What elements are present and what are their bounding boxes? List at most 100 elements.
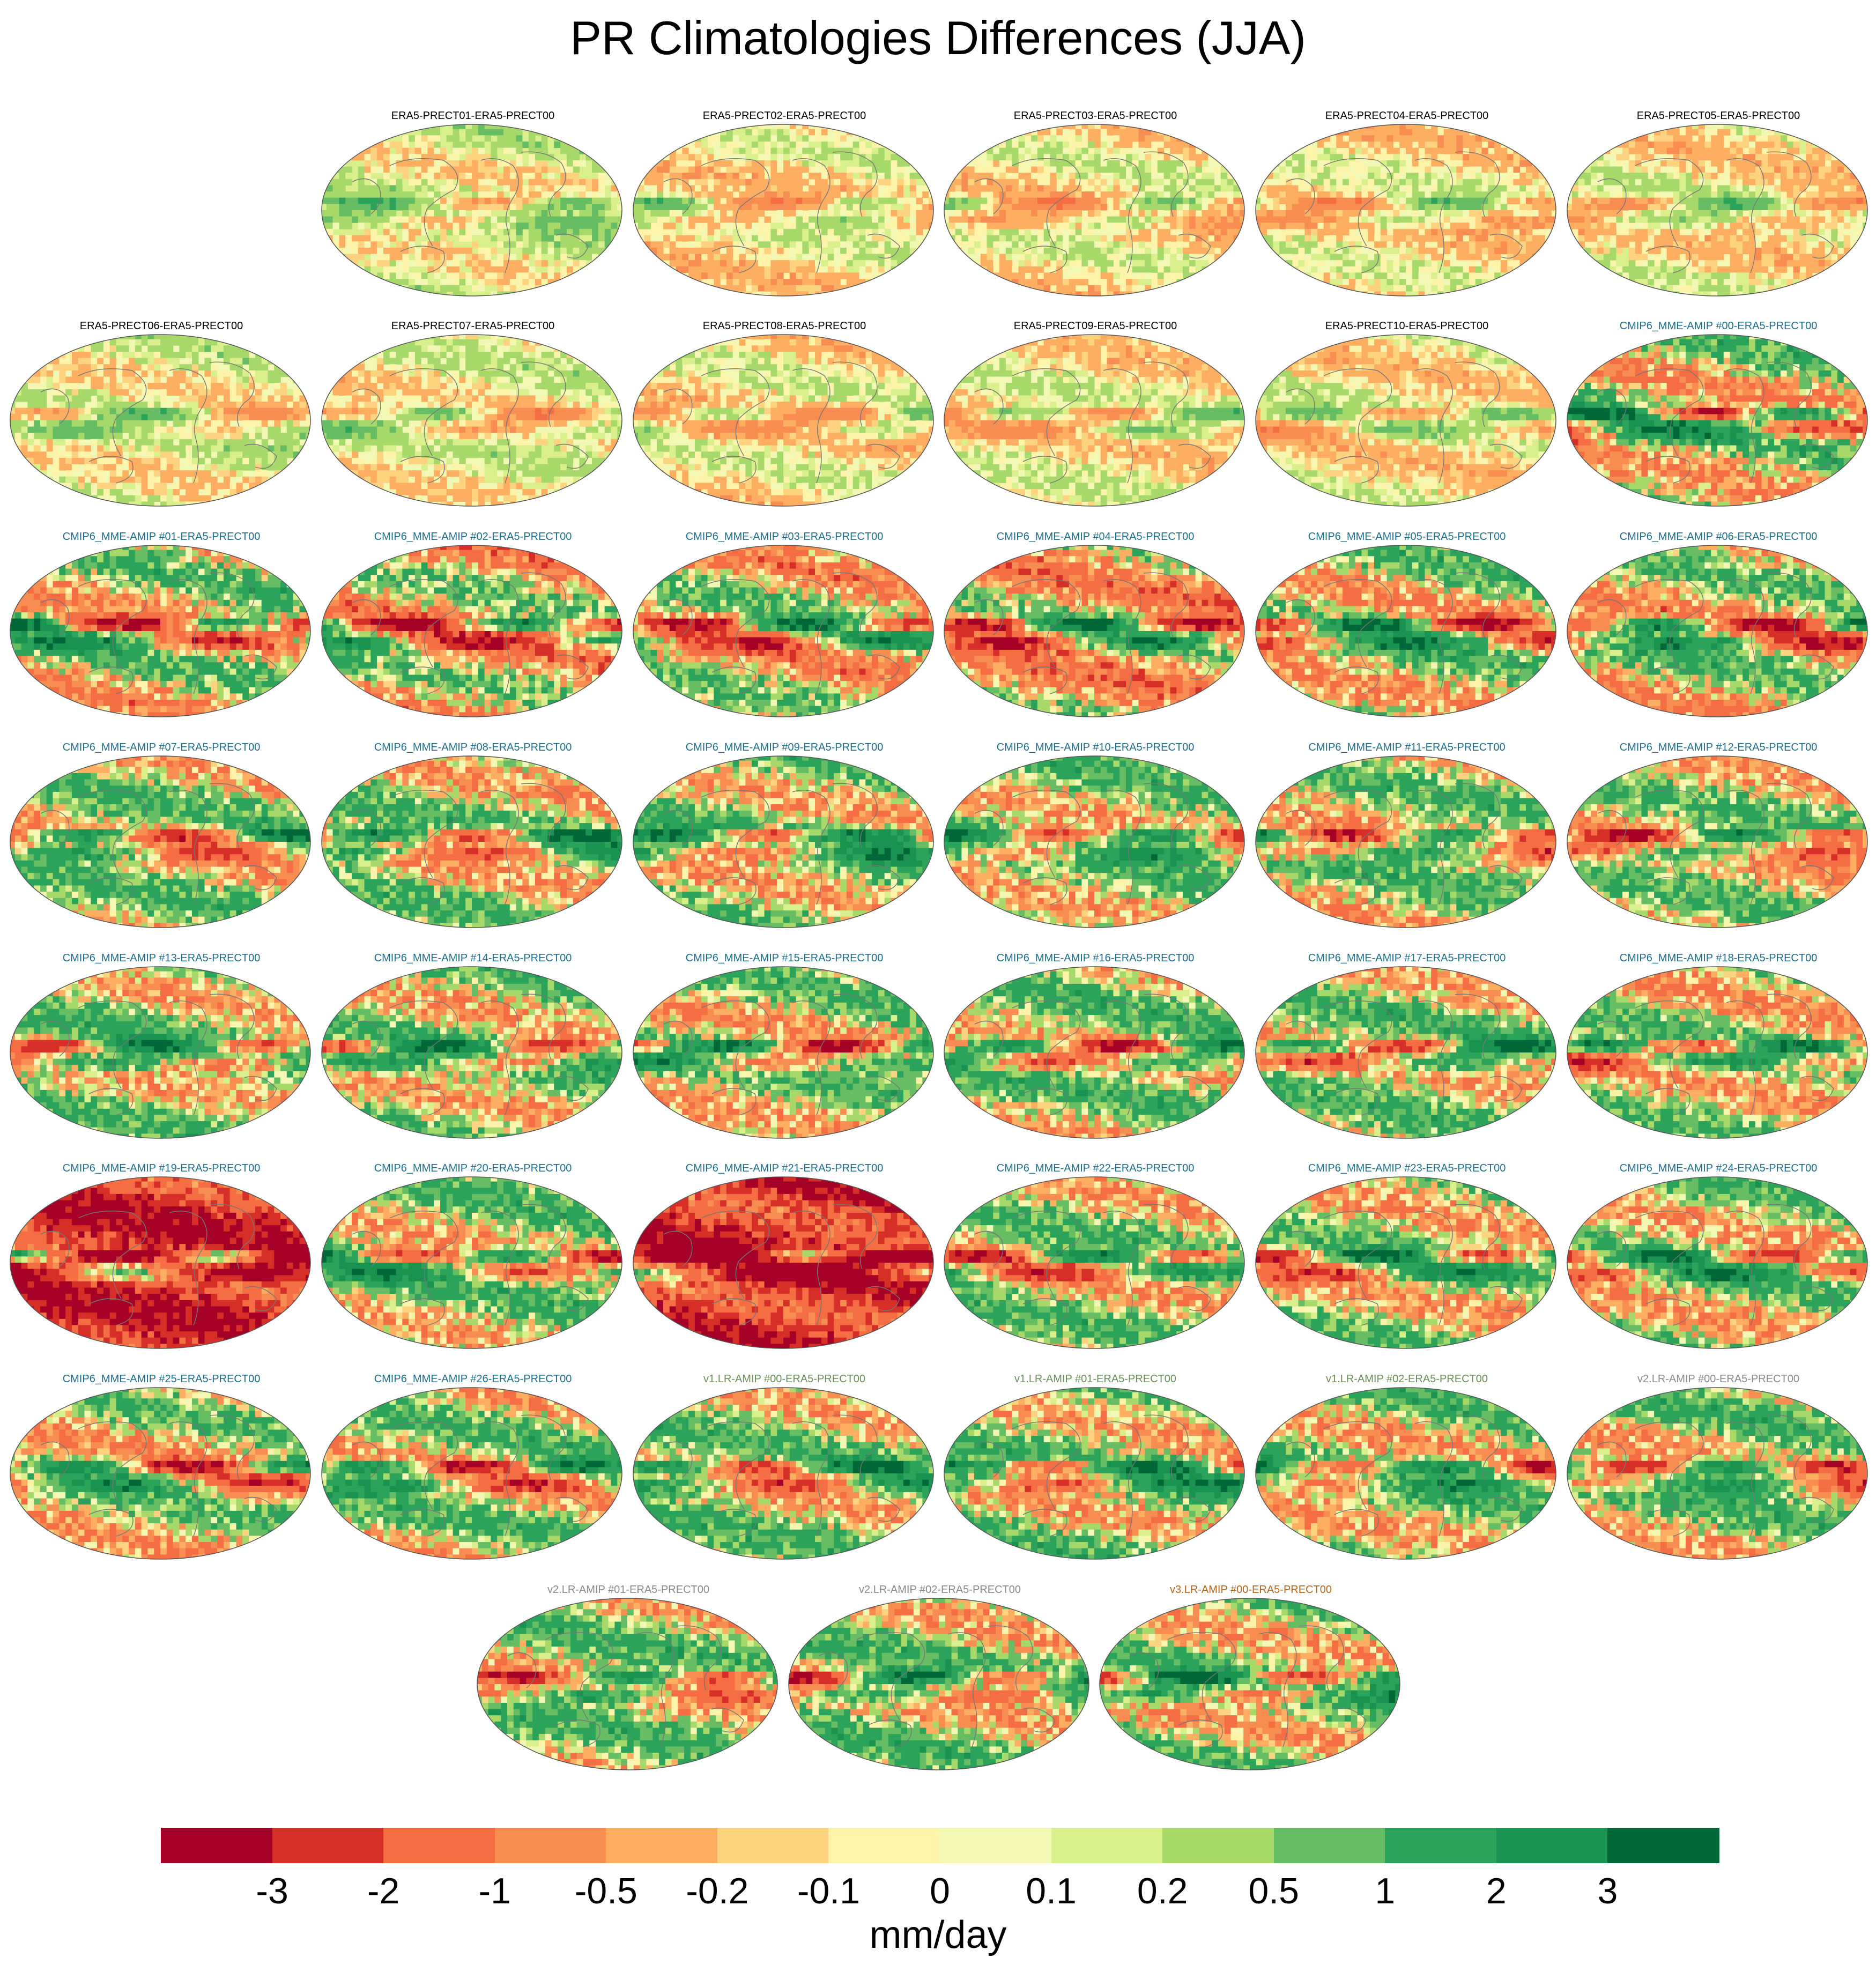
map-cell <box>1348 166 1356 173</box>
map-cell <box>999 210 1006 217</box>
map-cell <box>1094 185 1101 192</box>
map-cell <box>1157 210 1165 217</box>
map-cell <box>1412 247 1419 255</box>
map-cell <box>1437 185 1444 192</box>
map-cell <box>961 154 968 161</box>
map-cell <box>884 241 892 248</box>
map-cell <box>604 129 611 136</box>
map-cell <box>929 235 933 242</box>
map-cell <box>752 197 759 204</box>
map-cell <box>1012 179 1019 186</box>
map-cell <box>383 210 390 217</box>
map-cell <box>783 291 790 296</box>
map-cell <box>980 204 988 211</box>
map-cell <box>1145 228 1152 236</box>
map-cell <box>1298 285 1305 292</box>
map-cell <box>955 160 962 167</box>
map-cell <box>358 260 365 267</box>
map-cell <box>802 279 809 286</box>
map-cell <box>961 173 968 180</box>
map-cell <box>1380 166 1388 173</box>
map-cell <box>414 279 422 286</box>
coastline <box>389 158 458 247</box>
map-cell <box>1368 254 1375 261</box>
map-cell <box>434 210 441 217</box>
map-cell <box>611 173 618 180</box>
map-cell <box>1481 241 1488 248</box>
map-cell <box>1100 191 1108 198</box>
map-cell <box>1157 135 1165 142</box>
map-cell <box>796 285 803 292</box>
map-cell <box>834 166 841 173</box>
map-cell <box>1227 129 1234 136</box>
map-cell <box>1538 228 1545 236</box>
map-cell <box>720 135 727 142</box>
map-cell <box>1100 141 1108 149</box>
map-cell <box>827 235 834 242</box>
map-cell <box>1610 129 1617 136</box>
map-cell <box>1183 216 1190 223</box>
map-cell <box>465 197 472 204</box>
map-cell <box>884 129 892 136</box>
map-cell <box>897 173 904 180</box>
map-cell <box>1469 272 1476 279</box>
map-cell <box>891 160 898 167</box>
map-cell <box>509 247 517 255</box>
map-cell <box>1551 247 1556 255</box>
map-cell <box>573 228 580 236</box>
map-cell <box>1037 235 1044 242</box>
map-panel: ERA5-PRECT05-ERA5-PRECT00 <box>1566 110 1871 303</box>
map-cell <box>1233 291 1240 296</box>
map-cell <box>764 160 771 167</box>
map-cell <box>611 124 618 130</box>
map-cell <box>682 260 689 267</box>
map-cell <box>1132 154 1139 161</box>
map-cell <box>739 173 746 180</box>
map-cell <box>1286 216 1293 223</box>
map-cell <box>878 279 885 286</box>
map-cell <box>1348 266 1356 273</box>
map-cell <box>497 228 504 236</box>
map-cell <box>345 247 352 255</box>
map-cell <box>1545 141 1552 149</box>
map-cell <box>1545 291 1552 296</box>
map-cell <box>1043 129 1051 136</box>
map-cell <box>891 191 898 198</box>
map-cell <box>535 247 542 255</box>
map-cell <box>993 254 1000 261</box>
map-cell <box>1138 166 1145 173</box>
map-cell <box>1660 135 1667 142</box>
map-cell <box>1591 135 1598 142</box>
map-cell <box>688 129 695 136</box>
map-cell <box>802 135 809 142</box>
panel-title: ERA5-PRECT05-ERA5-PRECT00 <box>1566 110 1871 122</box>
map-cell <box>1227 141 1234 149</box>
map-cell <box>478 235 485 242</box>
map-cell <box>796 166 803 173</box>
map-cell <box>1780 154 1788 161</box>
map-cell <box>1145 204 1152 211</box>
map-cell <box>1138 285 1145 292</box>
map-cell <box>1202 254 1208 261</box>
map-cell <box>739 285 746 292</box>
map-cell <box>459 124 466 130</box>
map-cell <box>1037 254 1044 261</box>
map-cell <box>1641 154 1648 161</box>
map-cell <box>688 260 695 267</box>
map-cell <box>370 166 377 173</box>
map-cell <box>726 266 733 273</box>
map-cell <box>1012 241 1019 248</box>
map-cell <box>1386 166 1393 173</box>
map-cell <box>1163 197 1171 204</box>
map-cell <box>852 179 860 186</box>
map-cell <box>922 254 929 261</box>
map-cell <box>529 154 536 161</box>
map-cell <box>948 285 956 292</box>
map-cell <box>440 285 447 292</box>
map-cell <box>414 254 422 261</box>
map-cell <box>1163 235 1171 242</box>
map-cell <box>980 291 988 296</box>
map-cell <box>1273 266 1280 273</box>
map-cell <box>1233 285 1240 292</box>
map-cell <box>1425 154 1432 161</box>
